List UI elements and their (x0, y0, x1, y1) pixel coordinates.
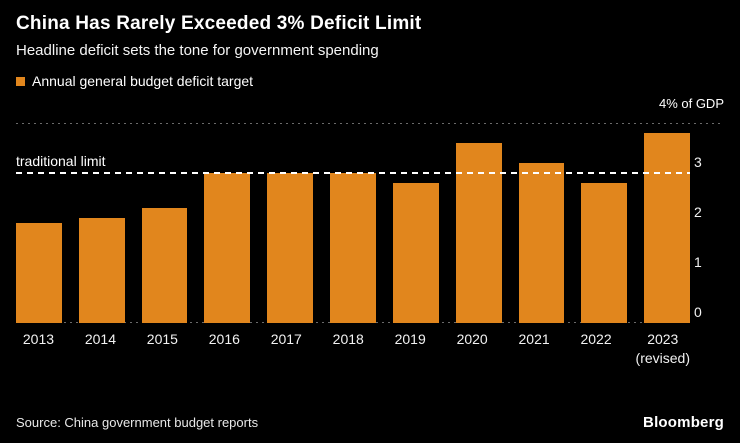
bar-column (78, 123, 125, 323)
x-axis-label: 2021 (518, 331, 550, 347)
x-axis-label: 2016 (208, 331, 240, 347)
bar-column (267, 123, 314, 323)
bar-column (204, 123, 251, 323)
x-axis-label: 2015 (146, 331, 178, 347)
footer: Source: China government budget reports … (16, 414, 724, 431)
x-axis-label: 2020 (456, 331, 488, 347)
bar (644, 133, 690, 323)
bar (141, 208, 188, 323)
bar (204, 173, 251, 323)
y-axis-tick-label: 0 (694, 304, 702, 320)
y-axis: 3 2 1 0 (690, 123, 724, 323)
reference-line-rule (16, 172, 690, 174)
bar-column (518, 123, 565, 323)
bar (455, 143, 502, 323)
reference-line-label: traditional limit (16, 153, 106, 169)
bar (267, 173, 314, 323)
bar (581, 183, 628, 323)
bar-column (392, 123, 439, 323)
chart-title: China Has Rarely Exceeded 3% Deficit Lim… (16, 13, 422, 34)
bar (16, 223, 62, 323)
source-text: Source: China government budget reports (16, 415, 259, 430)
legend: Annual general budget deficit target (16, 73, 724, 89)
chart-subtitle: Headline deficit sets the tone for gover… (16, 42, 379, 59)
bar (330, 173, 376, 323)
y-axis-tick-label: 3 (694, 154, 702, 170)
x-axis-label: 2013 (22, 331, 55, 347)
bar-column (455, 123, 502, 323)
plot: traditional limit (16, 123, 690, 323)
x-axis-label: 2022 (580, 331, 612, 347)
bar-column (141, 123, 188, 323)
plot-area: traditional limit 3 2 1 0 (16, 123, 724, 323)
bar-column (644, 123, 690, 323)
bars (16, 123, 690, 323)
bloomberg-logo: Bloomberg (643, 414, 724, 431)
bar (518, 163, 565, 323)
y-axis-tick-label: 1 (694, 254, 702, 270)
x-axis-label: 2014 (84, 331, 116, 347)
x-axis-label: 2019 (394, 331, 426, 347)
x-axis-labels: 2013 2014 2015 2016 2017 2018 2019 2020 2021 2022… (16, 330, 690, 368)
gridline-4-percent (16, 123, 724, 124)
x-axis-label-note: (revised) (635, 350, 690, 366)
bar-column (581, 123, 628, 323)
x-axis-label: 2018 (332, 331, 364, 347)
legend-label: Annual general budget deficit target (32, 73, 254, 89)
y-axis-unit-label: 4% of GDP (658, 96, 724, 111)
bar (78, 218, 125, 323)
legend-swatch-icon (16, 76, 25, 86)
bar-column (16, 123, 62, 323)
x-axis-label: 2017 (270, 331, 302, 347)
bar (392, 183, 439, 323)
reference-line: traditional limit (16, 153, 690, 174)
y-axis-tick-label: 2 (694, 204, 702, 220)
x-axis-label: 2023 (revised) (635, 331, 690, 366)
bar-column (330, 123, 376, 323)
